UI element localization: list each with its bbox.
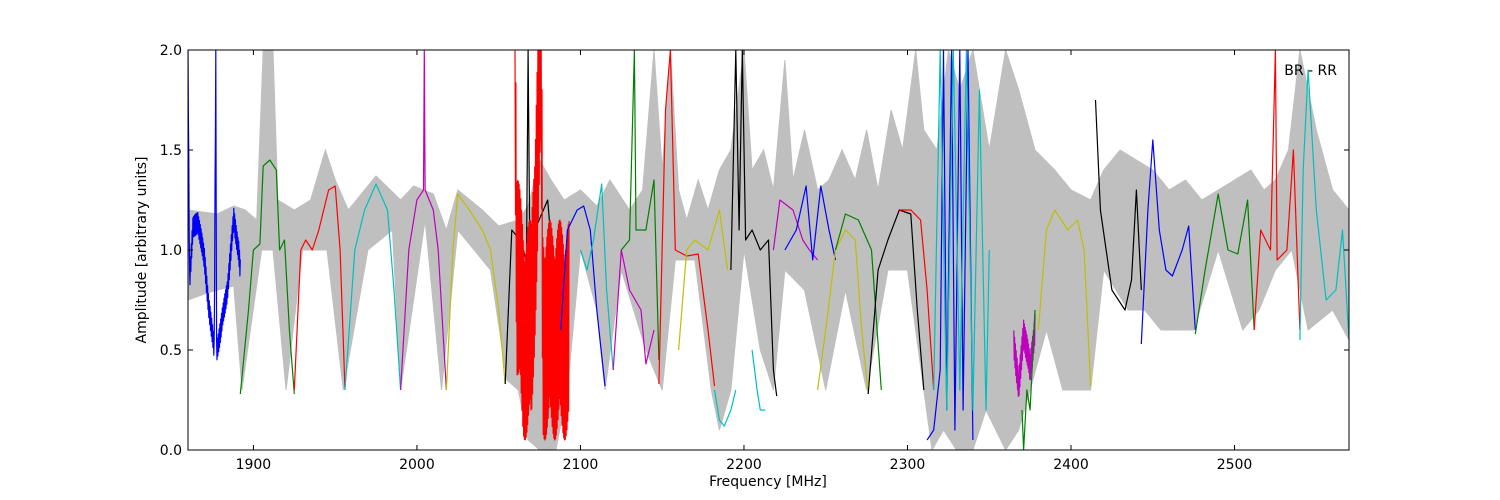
y-tick-label: 0.5 (160, 343, 182, 359)
series-line-5 (400, 50, 447, 391)
series-line-33 (1299, 69, 1349, 341)
series-line-32 (1253, 50, 1301, 331)
series-line-21 (834, 213, 882, 391)
y-tick-label: 0.0 (160, 443, 182, 459)
series-line-28 (1037, 209, 1092, 387)
y-tick-label: 1.0 (160, 243, 182, 259)
x-tick-label: 2500 (1217, 457, 1253, 473)
x-axis-label: Frequency [MHz] (709, 474, 827, 490)
ticks-layer: 1900 2000 2100 2200 2300 2400 2500 0.0 0.5 1.0 1.5… (160, 43, 1349, 473)
series-line-2 (239, 159, 295, 395)
series-line-19 (784, 185, 837, 261)
x-tick-label: 2400 (1053, 457, 1089, 473)
series-line-27 (1021, 309, 1036, 450)
y-axis-label: Amplitude [arbitrary units] (134, 157, 150, 344)
series-line-25 (933, 50, 990, 411)
series-line-20 (817, 229, 869, 395)
series-line-10 (579, 183, 614, 371)
series-line-1 (188, 50, 241, 361)
series-layer (188, 50, 1349, 450)
annotation-label: BR - RR (1284, 63, 1337, 79)
series-line-30 (1140, 139, 1196, 345)
series-line-12 (620, 50, 660, 361)
series-line-8 (514, 50, 570, 441)
x-tick-label: 2200 (726, 457, 762, 473)
series-line-31 (1194, 193, 1255, 335)
series-line-6 (445, 193, 506, 391)
series-line-26 (1013, 313, 1036, 397)
x-tick-label: 1900 (236, 457, 272, 473)
series-line-4 (344, 183, 402, 391)
x-tick-label: 2000 (399, 457, 435, 473)
x-tick-label: 2100 (563, 457, 599, 473)
x-tick-label: 2300 (890, 457, 926, 473)
series-line-9 (560, 205, 606, 387)
series-line-16 (730, 50, 778, 397)
series-line-24 (926, 50, 974, 441)
series-line-23 (899, 209, 935, 391)
series-line-17 (751, 349, 766, 411)
series-line-29 (1094, 99, 1142, 311)
series-line-3 (293, 185, 346, 391)
y-tick-label: 2.0 (160, 43, 182, 59)
series-line-15 (713, 389, 737, 427)
series-line-14 (678, 209, 729, 351)
y-tick-label: 1.5 (160, 143, 182, 159)
series-line-11 (612, 249, 655, 371)
series-line-13 (658, 50, 716, 387)
